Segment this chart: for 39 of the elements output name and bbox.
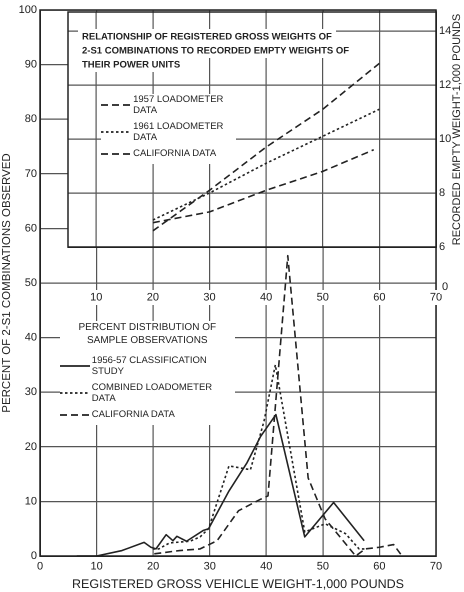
y-tick-label: 70	[24, 168, 37, 180]
x-tick-label: 10	[90, 292, 102, 304]
legend-label: CALIFORNIA DATA	[133, 148, 218, 160]
x-tick-label: 30	[203, 292, 216, 304]
y-tick-label: 20	[24, 440, 37, 453]
legend-title: PERCENT DISTRIBUTION OF SAMPLE OBSERVATIONS	[77, 321, 218, 348]
y-tick-label: 60	[24, 222, 37, 234]
legend-label: CALIFORNIA DATA	[92, 409, 176, 420]
legend-label: 1957 LOADOMETER DATA	[133, 94, 224, 116]
x-tick-label: 10	[90, 560, 103, 573]
y-tick-label: 90	[24, 58, 37, 71]
y-axis-title: PERCENT OF 2-S1 COMBINATIONS OBSERVED	[1, 153, 14, 413]
y-tick-label: 50	[24, 277, 37, 290]
x-tick-label: 20	[146, 292, 160, 304]
y-tick-label: 6	[439, 241, 446, 254]
y-tick-label: 8	[439, 187, 446, 200]
y-tick-label: 12	[439, 78, 452, 91]
text: RELATIONSHIP OF REGISTERED GROSS WEIGHTS OF 2-S1 COMBINATIONS TO RECORDED EMPTY WEIGHTS OF THEIR POWER UNITS	[82, 31, 350, 70]
y-tick-label: 80	[24, 113, 37, 126]
x-tick-label: 60	[373, 560, 386, 573]
x-tick-label: 50	[316, 560, 329, 573]
y-tick-label: 0	[30, 550, 37, 562]
legend-label: 1956-57 CLASSIFICATION STUDY	[92, 355, 208, 378]
y-tick-label: 100	[18, 4, 37, 16]
y-tick-label: 10	[24, 495, 37, 508]
y-tick-label: 30	[24, 386, 37, 398]
x-tick-label: 40	[260, 560, 272, 573]
legend-label: 1961 LOADOMETER DATA	[133, 121, 224, 144]
y-axis-title: RECORDED EMPTY WEIGHT-1,000 POUNDS	[451, 14, 464, 246]
y-tick-label: 14	[439, 24, 452, 37]
x-tick-label: 30	[204, 560, 216, 573]
legend-label: COMBINED LOADOMETER DATA	[92, 382, 214, 404]
x-axis-title: REGISTERED GROSS VEHICLE WEIGHT-1,000 POUNDS	[72, 576, 404, 591]
x-tick-label: 40	[260, 292, 272, 304]
x-tick-label: 60	[373, 292, 386, 304]
y-tick-label: 10	[439, 132, 452, 145]
x-tick-label: 50	[316, 292, 329, 304]
y-tick-label: 40	[24, 332, 37, 344]
x-tick-label: 20	[147, 560, 160, 573]
